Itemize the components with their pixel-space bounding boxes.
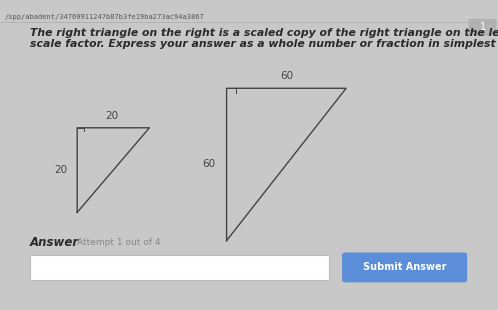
FancyBboxPatch shape [30,255,329,280]
Text: The right triangle on the right is a scaled copy of the right triangle on the le: The right triangle on the right is a sca… [30,28,498,38]
Text: 60: 60 [280,71,293,81]
Text: 1: 1 [480,22,486,32]
FancyBboxPatch shape [342,252,467,282]
Text: scale factor. Express your answer as a whole number or fraction in simplest form: scale factor. Express your answer as a w… [30,39,498,49]
Text: /spp/abadent/34769911247b87b3fe19ba273ac94a3867: /spp/abadent/34769911247b87b3fe19ba273ac… [5,14,205,20]
Text: 60: 60 [202,159,215,170]
Text: Submit Answer: Submit Answer [363,263,446,272]
Text: Answer: Answer [30,236,79,249]
Text: Attempt 1 out of 4: Attempt 1 out of 4 [77,237,161,246]
FancyBboxPatch shape [469,19,497,36]
Text: 20: 20 [106,111,119,121]
Text: 20: 20 [54,165,67,175]
